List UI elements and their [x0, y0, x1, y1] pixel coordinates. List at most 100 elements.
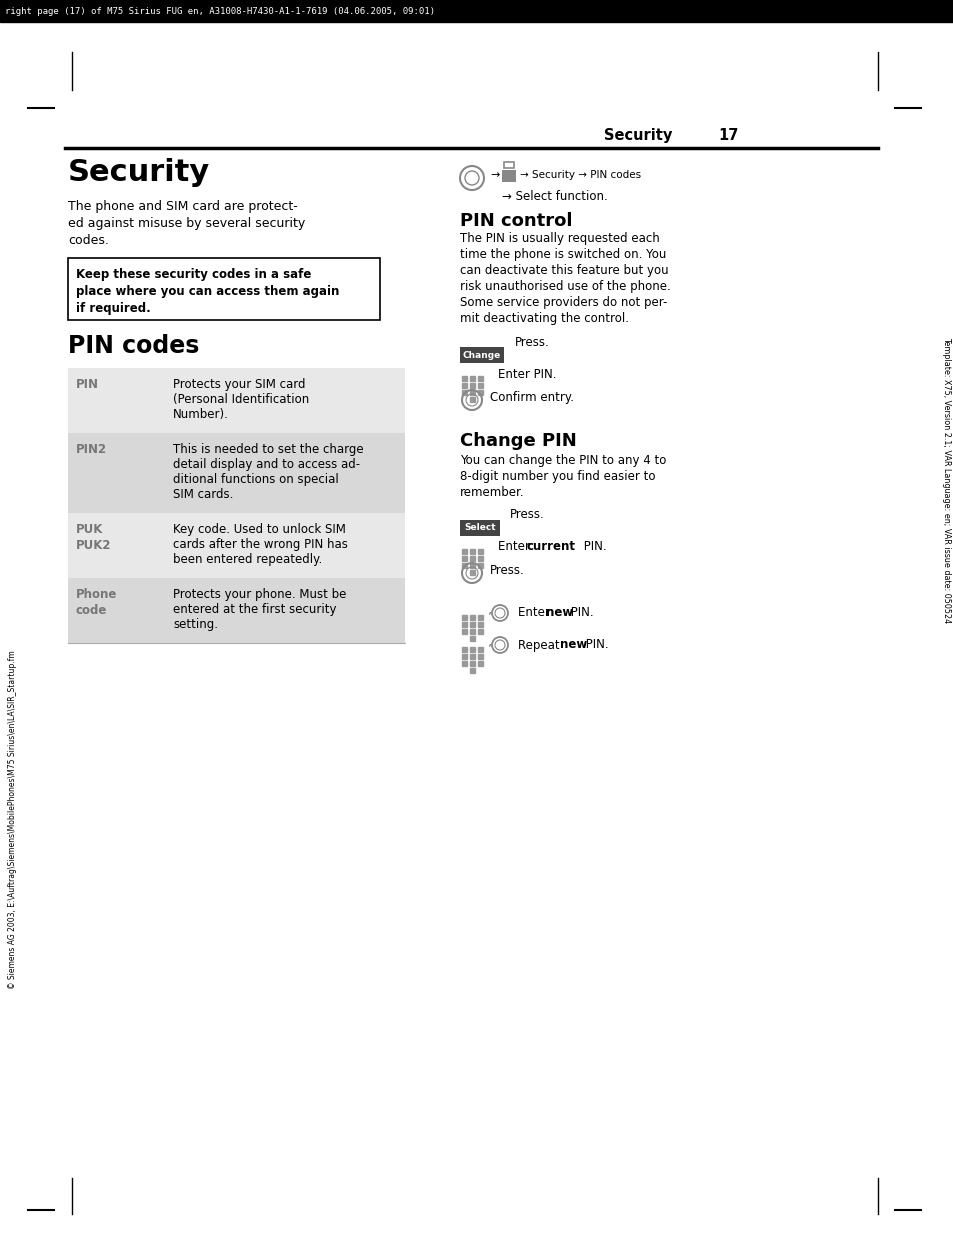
- Bar: [477, 660, 482, 667]
- Text: Enter: Enter: [517, 607, 553, 619]
- Text: PIN2: PIN2: [76, 444, 107, 456]
- Text: (Personal Identification: (Personal Identification: [172, 392, 309, 406]
- Bar: [461, 556, 467, 561]
- Text: 8-digit number you find easier to: 8-digit number you find easier to: [459, 470, 655, 483]
- Text: time the phone is switched on. You: time the phone is switched on. You: [459, 248, 666, 260]
- Bar: [503, 162, 514, 168]
- Text: detail display and to access ad-: detail display and to access ad-: [172, 459, 359, 471]
- Text: Enter: Enter: [497, 541, 533, 553]
- Text: Number).: Number).: [172, 407, 229, 421]
- Text: PIN.: PIN.: [579, 541, 606, 553]
- Text: PIN codes: PIN codes: [68, 334, 199, 358]
- Text: Some service providers do not per-: Some service providers do not per-: [459, 297, 667, 309]
- Bar: [68, 513, 405, 578]
- Text: SIM cards.: SIM cards.: [172, 488, 233, 501]
- Bar: [470, 390, 475, 395]
- Text: PIN control: PIN control: [459, 212, 572, 231]
- Bar: [477, 390, 482, 395]
- Bar: [470, 629, 475, 634]
- Text: Template: X75, Version 2.1; VAR Language: en; VAR issue date: 050524: Template: X75, Version 2.1; VAR Language…: [942, 336, 950, 623]
- Bar: [477, 556, 482, 561]
- Text: Key code. Used to unlock SIM: Key code. Used to unlock SIM: [172, 523, 346, 536]
- Bar: [461, 629, 467, 634]
- Bar: [461, 660, 467, 667]
- Text: can deactivate this feature but you: can deactivate this feature but you: [459, 264, 668, 277]
- Text: 17: 17: [718, 128, 738, 143]
- Text: Phone: Phone: [76, 588, 117, 601]
- Bar: [477, 629, 482, 634]
- Bar: [470, 376, 475, 381]
- Text: entered at the first security: entered at the first security: [172, 603, 336, 616]
- Text: PIN.: PIN.: [581, 638, 608, 652]
- Text: Confirm entry.: Confirm entry.: [490, 391, 574, 405]
- Text: PUK2: PUK2: [76, 540, 112, 552]
- Bar: [477, 549, 482, 554]
- Bar: [470, 654, 475, 659]
- Text: Enter PIN.: Enter PIN.: [497, 368, 556, 380]
- Bar: [461, 383, 467, 388]
- Bar: [68, 434, 405, 513]
- Bar: [461, 563, 467, 568]
- Bar: [461, 549, 467, 554]
- Text: setting.: setting.: [172, 618, 218, 630]
- Bar: [501, 169, 516, 182]
- Bar: [470, 397, 475, 402]
- Text: Press.: Press.: [515, 335, 549, 349]
- Text: codes.: codes.: [68, 234, 109, 247]
- Bar: [470, 383, 475, 388]
- Text: → Security → PIN codes: → Security → PIN codes: [519, 169, 640, 179]
- Text: current: current: [526, 541, 576, 553]
- Text: Change: Change: [462, 350, 500, 360]
- Text: Security: Security: [603, 128, 671, 143]
- Bar: [477, 383, 482, 388]
- FancyBboxPatch shape: [459, 346, 503, 363]
- Text: © Siemens AG 2003, E:\Auftrag\Siemens\MobilePhones\M75 Sirius\en\LA\SIR_Startup.: © Siemens AG 2003, E:\Auftrag\Siemens\Mo…: [9, 650, 17, 989]
- Text: ed against misuse by several security: ed against misuse by several security: [68, 217, 305, 231]
- Text: Change PIN: Change PIN: [459, 432, 577, 450]
- Bar: [461, 622, 467, 627]
- Bar: [477, 622, 482, 627]
- Bar: [470, 647, 475, 652]
- Text: Press.: Press.: [490, 564, 524, 577]
- Bar: [470, 556, 475, 561]
- Bar: [68, 578, 405, 643]
- Text: ditional functions on special: ditional functions on special: [172, 473, 338, 486]
- Text: if required.: if required.: [76, 302, 151, 315]
- Bar: [477, 654, 482, 659]
- Text: PIN.: PIN.: [566, 607, 593, 619]
- Bar: [461, 647, 467, 652]
- Text: Select: Select: [464, 523, 496, 532]
- Text: Keep these security codes in a safe: Keep these security codes in a safe: [76, 268, 311, 282]
- Bar: [461, 616, 467, 621]
- Bar: [461, 390, 467, 395]
- Text: cards after the wrong PIN has: cards after the wrong PIN has: [172, 538, 348, 551]
- Bar: [470, 549, 475, 554]
- Bar: [470, 622, 475, 627]
- Bar: [477, 376, 482, 381]
- Bar: [461, 376, 467, 381]
- Text: been entered repeatedly.: been entered repeatedly.: [172, 553, 322, 566]
- Text: Protects your phone. Must be: Protects your phone. Must be: [172, 588, 346, 601]
- Text: risk unauthorised use of the phone.: risk unauthorised use of the phone.: [459, 280, 670, 293]
- Text: This is needed to set the charge: This is needed to set the charge: [172, 444, 363, 456]
- Bar: [470, 616, 475, 621]
- Text: Protects your SIM card: Protects your SIM card: [172, 378, 305, 391]
- Bar: [470, 569, 475, 574]
- Text: The phone and SIM card are protect-: The phone and SIM card are protect-: [68, 201, 297, 213]
- Text: remember.: remember.: [459, 486, 524, 498]
- Text: You can change the PIN to any 4 to: You can change the PIN to any 4 to: [459, 454, 666, 467]
- Bar: [477, 563, 482, 568]
- Bar: [470, 660, 475, 667]
- Text: Repeat: Repeat: [517, 638, 563, 652]
- Text: new: new: [559, 638, 587, 652]
- Bar: [68, 368, 405, 434]
- Bar: [470, 668, 475, 673]
- Text: ,: ,: [488, 602, 492, 616]
- Bar: [0, 0, 953, 22]
- Text: PIN: PIN: [76, 378, 99, 391]
- Bar: [477, 647, 482, 652]
- Text: Press.: Press.: [510, 508, 544, 522]
- Text: Security: Security: [68, 158, 210, 187]
- Text: code: code: [76, 604, 108, 617]
- Text: new: new: [545, 607, 573, 619]
